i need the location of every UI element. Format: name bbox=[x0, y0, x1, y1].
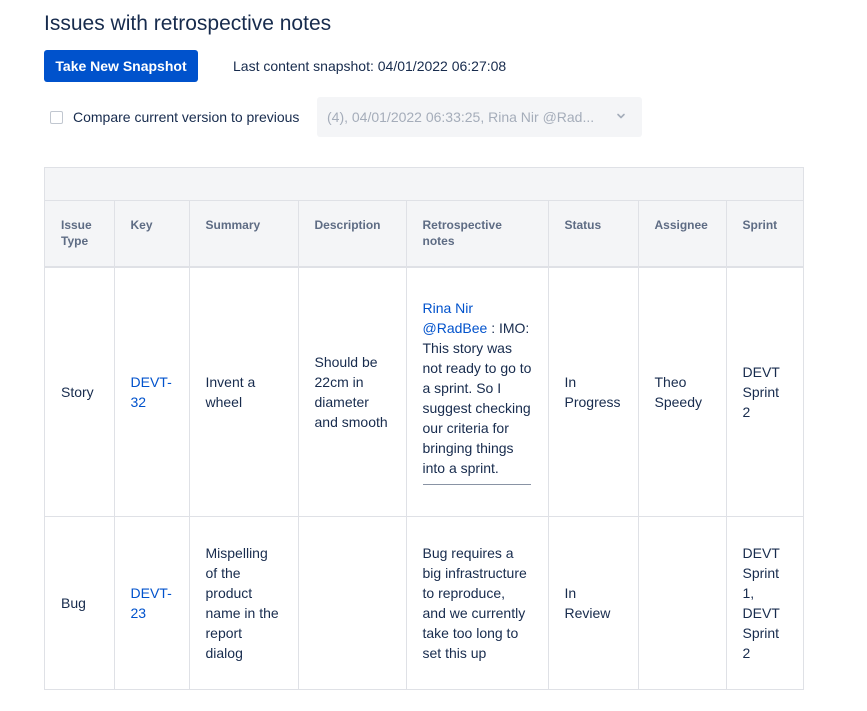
page-title: Issues with retrospective notes bbox=[44, 12, 332, 35]
cell-summary: Invent a wheel bbox=[189, 267, 299, 517]
version-select[interactable]: (4), 04/01/2022 06:33:25, Rina Nir @Rad.… bbox=[317, 97, 642, 137]
retro-note-text: : IMO: This story was not ready to go to… bbox=[422, 320, 532, 477]
cell-issue-type: Bug bbox=[45, 516, 115, 689]
cell-retrospective-notes: Rina Nir @RadBee : IMO: This story was n… bbox=[406, 267, 549, 517]
version-select-value: (4), 04/01/2022 06:33:25, Rina Nir @Rad.… bbox=[327, 109, 595, 125]
table-row: Story DEVT-32 Invent a wheel Should be 2… bbox=[45, 267, 803, 517]
header-sprint[interactable]: Sprint bbox=[726, 201, 803, 268]
issue-key-link[interactable]: DEVT-32 bbox=[130, 373, 172, 410]
header-summary[interactable]: Summary bbox=[189, 201, 299, 268]
header-retrospective-notes[interactable]: Retrospective notes bbox=[406, 201, 549, 268]
table-toolbar bbox=[45, 168, 803, 201]
cell-retrospective-notes: Bug requires a big infrastructure to rep… bbox=[406, 516, 549, 689]
cell-assignee: Theo Speedy bbox=[638, 267, 727, 517]
take-snapshot-button[interactable]: Take New Snapshot bbox=[44, 50, 198, 82]
cell-issue-type: Story bbox=[45, 267, 115, 517]
header-assignee[interactable]: Assignee bbox=[638, 201, 727, 268]
compare-label[interactable]: Compare current version to previous bbox=[73, 109, 300, 125]
compare-row: Compare current version to previous bbox=[50, 109, 299, 125]
issue-key-link[interactable]: DEVT-23 bbox=[130, 584, 172, 621]
table-row: Bug DEVT-23 Mispelling of the product na… bbox=[45, 516, 803, 689]
cell-status: In Review bbox=[548, 516, 639, 689]
cell-description: Should be 22cm in diameter and smooth bbox=[298, 267, 407, 517]
cell-description bbox=[298, 516, 407, 689]
header-status[interactable]: Status bbox=[548, 201, 639, 268]
cell-summary: Mispelling of the product name in the re… bbox=[189, 516, 299, 689]
chevron-down-icon bbox=[617, 113, 625, 119]
header-key[interactable]: Key bbox=[114, 201, 190, 268]
compare-checkbox[interactable] bbox=[50, 110, 63, 124]
table-header-row: Issue Type Key Summary Description Retro… bbox=[45, 201, 803, 268]
cell-status: In Progress bbox=[548, 267, 639, 517]
cell-assignee bbox=[638, 516, 727, 689]
cell-sprint: DEVT Sprint 1, DEVT Sprint 2 bbox=[742, 544, 780, 661]
retro-divider bbox=[422, 484, 531, 486]
last-snapshot-text: Last content snapshot: 04/01/2022 06:27:… bbox=[233, 58, 507, 74]
header-description[interactable]: Description bbox=[298, 201, 407, 268]
user-mention-link[interactable]: Rina Nir @RadBee bbox=[422, 300, 488, 337]
cell-sprint: DEVT Sprint 2 bbox=[726, 267, 803, 517]
header-issue-type[interactable]: Issue Type bbox=[45, 201, 115, 268]
issues-table: Issue Type Key Summary Description Retro… bbox=[44, 167, 804, 690]
